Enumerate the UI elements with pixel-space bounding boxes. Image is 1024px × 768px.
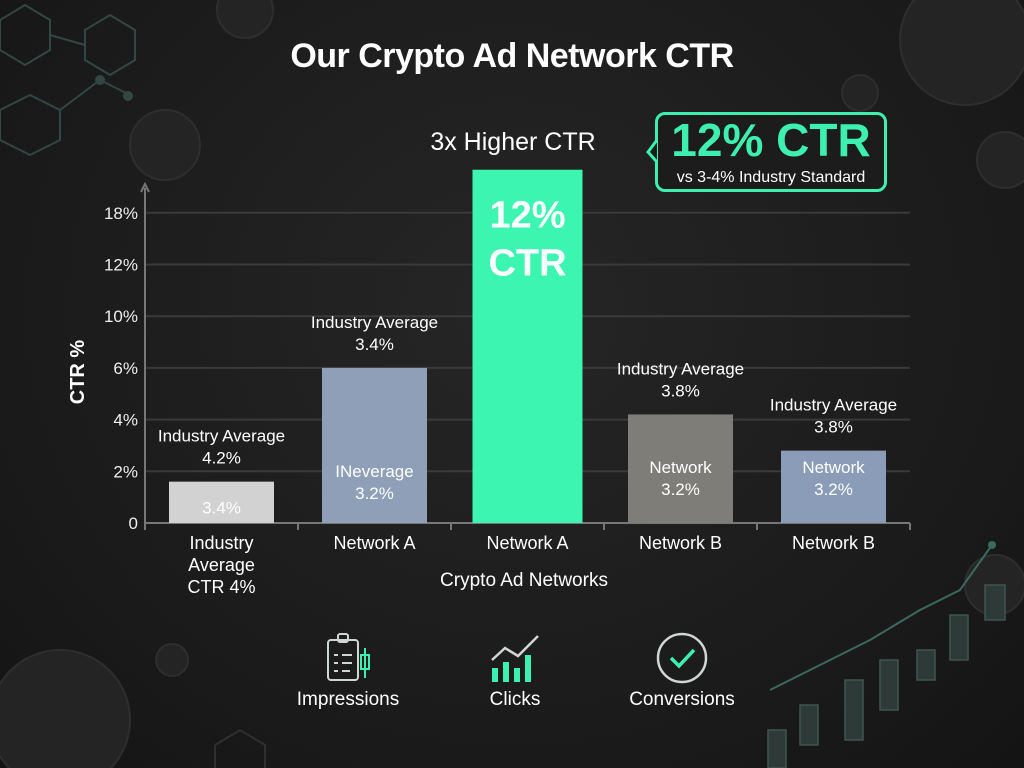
bar-above-label: Industry Average (770, 396, 897, 415)
feature-label-clicks: Clicks (489, 689, 541, 710)
bar-above-label: Industry Average (158, 427, 285, 446)
y-axis-label: CTR % (67, 340, 89, 405)
x-tick-label: Network A (333, 533, 415, 553)
bar (322, 367, 427, 523)
bar-above-label: Industry Average (311, 313, 438, 332)
x-tick-label: Network B (792, 533, 875, 553)
x-tick-label: Average (188, 555, 255, 575)
bar-inside-label: 12% (489, 195, 565, 237)
candlestick-decoration-icon (767, 541, 1006, 768)
bar-inside-label: 3.2% (661, 480, 700, 499)
bar-inside-label: Network (802, 458, 865, 477)
y-tick-label: 18% (104, 204, 138, 223)
feature-label-impressions: Impressions (296, 689, 400, 710)
y-tick-label: 2% (113, 462, 138, 481)
bar-inside-label: Network (649, 458, 712, 477)
bar-above-label: Industry Average (617, 359, 744, 378)
bar (169, 481, 274, 523)
x-tick-label: CTR 4% (187, 577, 255, 597)
bar-above-label: 3.8% (814, 418, 853, 437)
y-tick-label: 0 (129, 514, 138, 533)
cube-icon (214, 728, 266, 768)
y-tick-label: 12% (104, 256, 138, 275)
bar (628, 414, 733, 523)
y-tick-label: 4% (113, 411, 138, 430)
bar-inside-label: 3.2% (355, 484, 394, 503)
x-tick-label: Network A (486, 533, 568, 553)
bar-above-label: 3.8% (661, 381, 700, 400)
y-tick-label: 10% (104, 307, 138, 326)
bar (472, 169, 583, 523)
chart-title: Our Crypto Ad Network CTR (290, 37, 734, 75)
bar-above-label: 3.4% (355, 335, 394, 354)
callout-headline: 12% CTR (671, 114, 871, 166)
x-tick-label: Network B (639, 533, 722, 553)
x-tick-label: Industry (189, 533, 253, 553)
ctr-callout: 12% CTR vs 3-4% Industry Standard (655, 112, 887, 192)
x-axis-label: Crypto Ad Networks (440, 570, 608, 591)
bar-above-label: 3x Higher CTR (430, 128, 595, 156)
y-axis-arrow (140, 181, 150, 193)
bar-above-label: 4.2% (202, 449, 241, 468)
bar-inside-label: 3.4% (202, 499, 241, 518)
y-tick-label: 6% (113, 359, 138, 378)
bar-inside-label: INeverage (335, 462, 413, 481)
bar-inside-label: CTR (488, 243, 566, 285)
feature-label-conversions: Conversions (629, 689, 735, 710)
callout-subtext: vs 3-4% Industry Standard (676, 169, 866, 186)
cube-network-icon (0, 3, 136, 157)
bar-inside-label: 3.2% (814, 480, 853, 499)
bar (781, 450, 886, 523)
